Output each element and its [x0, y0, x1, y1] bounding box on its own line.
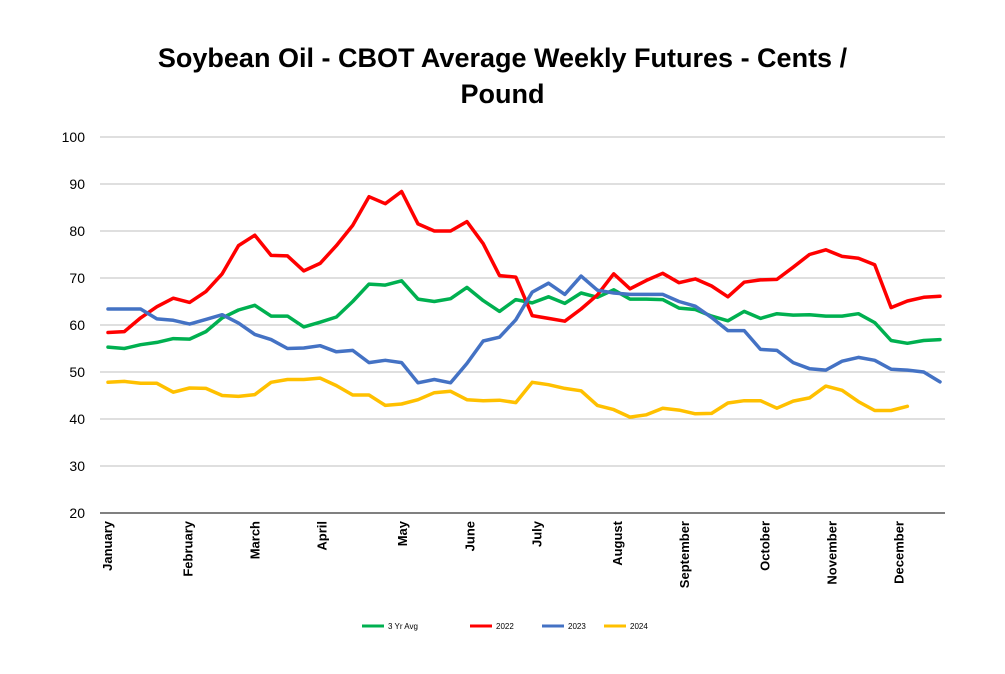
series-line-2022	[106, 189, 942, 335]
y-tick-label-70: 70	[69, 270, 85, 286]
y-tick-label-60: 60	[69, 317, 85, 333]
x-tick-label-march: March	[248, 521, 263, 559]
x-tick-label-january: January	[100, 520, 115, 571]
y-tick-label-80: 80	[69, 223, 85, 239]
legend-label-2024: 2024	[630, 622, 648, 631]
y-tick-label-90: 90	[69, 176, 85, 192]
x-tick-label-november: November	[825, 521, 840, 585]
x-tick-label-september: September	[677, 521, 692, 588]
x-tick-label-february: February	[181, 520, 196, 576]
legend-label-3-yr-avg: 3 Yr Avg	[388, 622, 418, 631]
x-tick-label-may: May	[395, 520, 410, 546]
y-tick-label-20: 20	[69, 505, 85, 521]
x-tick-label-july: July	[529, 520, 544, 547]
series-line-2024	[106, 376, 910, 419]
y-tick-label-40: 40	[69, 411, 85, 427]
x-tick-label-april: April	[315, 521, 330, 551]
series-line-2023	[106, 274, 942, 385]
x-tick-label-october: October	[758, 521, 773, 571]
x-tick-label-august: August	[610, 520, 625, 565]
y-tick-label-50: 50	[69, 364, 85, 380]
chart-title: Soybean Oil - CBOT Average Weekly Future…	[0, 40, 1005, 112]
chart-title-line-1: Soybean Oil - CBOT Average Weekly Future…	[157, 43, 848, 73]
legend-label-2022: 2022	[496, 622, 514, 631]
x-tick-label-december: December	[892, 521, 907, 584]
chart-title-line-2: Pound	[460, 79, 545, 109]
series-line-3-yr-avg	[106, 279, 942, 351]
legend-label-2023: 2023	[568, 622, 586, 631]
y-tick-label-30: 30	[69, 458, 85, 474]
y-tick-label-100: 100	[62, 129, 86, 145]
x-tick-label-june: June	[462, 521, 477, 551]
